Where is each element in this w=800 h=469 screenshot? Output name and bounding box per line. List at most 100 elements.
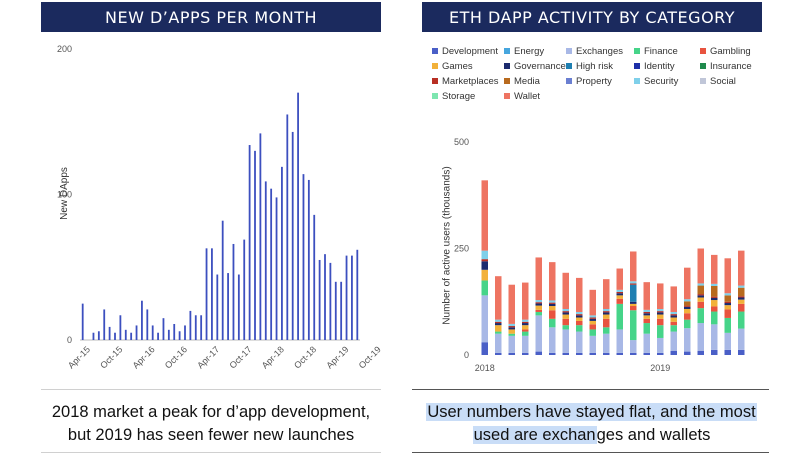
stacked-bar-segment [522,331,529,336]
left-bar [97,331,100,340]
legend-label: Wallet [514,90,541,102]
stacked-bar-segment [630,284,637,302]
stacked-bar-segment [481,342,488,355]
left-bar [151,325,154,340]
stacked-bar-segment [697,297,704,302]
stacked-bar-segment [630,281,637,284]
right-y-tick-label: 0 [464,350,469,360]
stacked-bar-segment [630,340,637,353]
stacked-bar-segment [562,311,569,313]
legend-item: Gambling [700,44,770,58]
left-bar [248,145,251,340]
left-bar [81,303,84,340]
stacked-bar-segment [562,318,569,326]
stacked-bar-segment [562,312,569,315]
stacked-bar-segment [508,333,515,336]
stacked-bar-segment [657,308,664,312]
stacked-bar-segment [522,335,529,353]
legend-label: Social [710,75,736,87]
legend-item: Marketplaces [432,74,504,88]
left-bar [211,248,213,340]
legend-swatch [504,93,510,99]
stacked-bar-segment [576,331,583,353]
stacked-bar-segment [711,311,718,325]
stacked-bar-segment [643,311,650,314]
left-bar [200,315,203,340]
stacked-bar-segment [670,331,677,351]
legend-swatch [432,78,438,84]
eth-activity-stacked-chart: 0 250 500 2018 2019 [454,137,745,373]
left-bar [108,326,111,340]
stacked-bar-segment [643,323,650,334]
left-bar [270,188,273,340]
legend-label: Energy [514,45,545,57]
stacked-bar-segment [630,283,637,285]
left-caption: 2018 market a peak for d’app development… [41,401,381,447]
stacked-bar-segment [643,318,650,324]
left-y-tick-label: 200 [57,44,72,54]
stacked-bar-segment [549,262,556,301]
stacked-bar-segment [684,313,691,320]
stacked-bar-segment [724,305,731,310]
legend-swatch [504,48,510,54]
legend-item: Identity [634,59,700,73]
left-bar [237,274,240,340]
stacked-bar-segment [738,296,745,298]
legend-item: Wallet [504,89,566,103]
legend-label: Development [442,45,498,57]
legend-swatch [504,63,510,69]
legend-label: Security [644,75,679,87]
legend-swatch [432,48,438,54]
left-bar [259,133,262,340]
stacked-bar-segment [630,301,637,304]
left-bar [318,259,321,340]
left-caption-line2: but 2019 has seen fewer new launches [67,426,355,444]
legend-swatch [634,78,640,84]
stacked-bar-segment [535,351,542,355]
left-bar [157,332,159,340]
stacked-bar-segment [738,311,745,329]
stacked-bar-segment [589,352,596,355]
stacked-bar-segment [697,294,704,296]
stacked-bar-segment [589,315,596,318]
left-bar [194,315,197,340]
stacked-bar-segment [549,302,556,304]
stacked-bar-segment [576,314,583,316]
stacked-bar-segment [589,324,596,330]
stacked-bar-segment [697,285,704,295]
legend-label: Property [576,75,612,87]
stacked-bar-segment [657,352,664,355]
stacked-bar-segment [738,303,745,312]
left-bar [178,331,181,340]
legend-swatch [432,63,438,69]
left-divider [41,389,381,390]
stacked-bar-segment [643,309,650,312]
left-bar [162,318,165,340]
stacked-bar-segment [495,352,502,355]
stacked-bar-segment [616,329,623,353]
stacked-bar-segment [522,282,529,320]
stacked-bar-segment [684,301,691,306]
legend-swatch [566,63,572,69]
stacked-bar-segment [657,325,664,338]
stacked-bar-segment [508,284,515,324]
left-bar [221,220,224,340]
stacked-bar-segment [603,314,610,319]
stacked-bar-segment [711,285,718,297]
legend-label: Governance [514,60,566,72]
left-bar [130,332,133,340]
stacked-bar-segment [670,311,677,315]
stacked-bar-segment [481,261,488,270]
stacked-bar-segment [643,315,650,319]
legend-item: Storage [432,89,504,103]
left-bar [291,131,294,340]
stacked-bar-segment [697,283,704,286]
left-bar [141,300,143,340]
legend-swatch [566,78,572,84]
stacked-bar-segment [643,352,650,355]
stacked-bar-segment [697,301,704,309]
right-chart-title: ETH DAPP ACTIVITY BY CATEGORY [422,2,762,32]
stacked-bar-segment [670,321,677,326]
stacked-bar-segment [711,283,718,286]
